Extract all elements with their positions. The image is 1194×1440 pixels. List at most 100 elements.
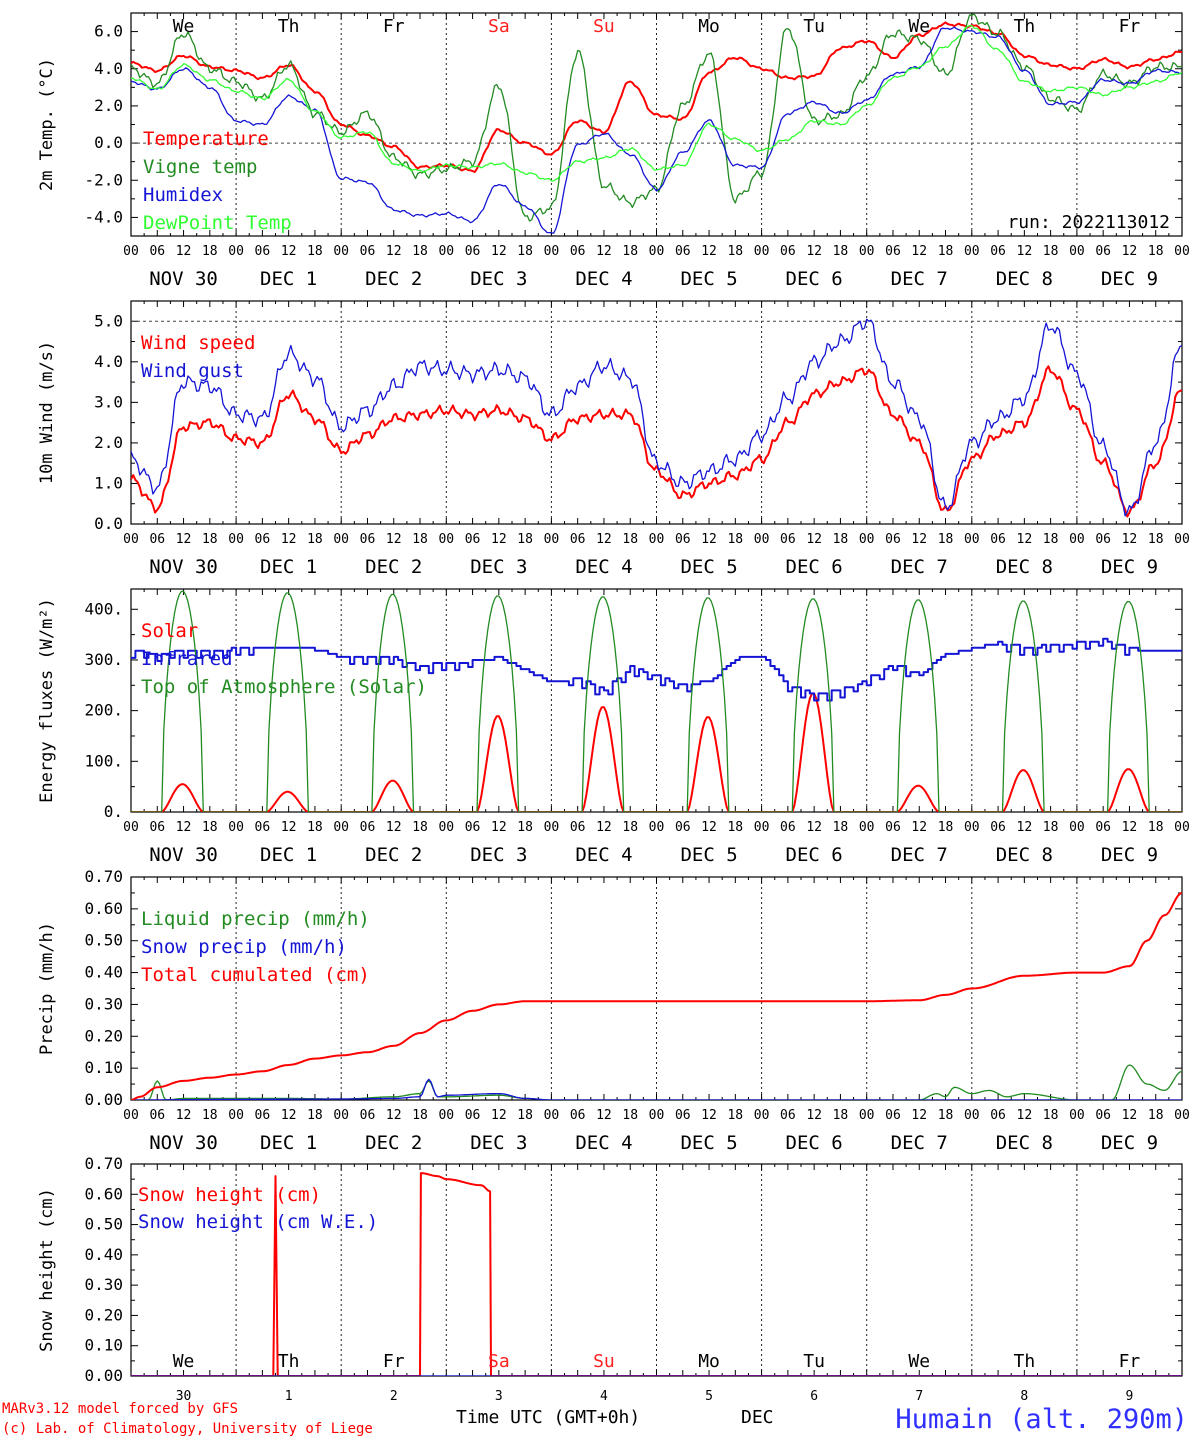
station-label: Humain (alt. 290m) — [895, 1404, 1188, 1435]
hour-tick-label: 12 — [1122, 820, 1138, 835]
series-line-3-1 — [131, 692, 1182, 812]
date-label: DEC 8 — [996, 268, 1053, 290]
series-line-1-4 — [131, 24, 1182, 182]
hour-tick-label: 18 — [1043, 1108, 1059, 1123]
hour-tick-label: 12 — [176, 244, 192, 259]
hour-tick-label: 00 — [228, 532, 244, 547]
date-label: DEC 9 — [1101, 556, 1158, 578]
y-tick-label: 2.0 — [94, 96, 123, 115]
hour-tick-label: 18 — [307, 244, 323, 259]
y-tick-label: 300. — [84, 650, 123, 669]
hour-tick-label: 12 — [491, 820, 507, 835]
hour-tick-label: 18 — [833, 244, 849, 259]
legend-label: Total cumulated (cm) — [141, 964, 370, 986]
date-label: DEC 9 — [1101, 844, 1158, 866]
legend-label: Snow precip (mm/h) — [141, 936, 347, 958]
hour-tick-label: 00 — [1069, 244, 1085, 259]
hour-tick-label: 06 — [990, 820, 1006, 835]
hour-tick-label: 18 — [727, 244, 743, 259]
date-label: DEC 4 — [575, 268, 632, 290]
date-label: DEC 2 — [365, 556, 422, 578]
panel-1: 6.0 4.0 2.0 0.0 -2.0 -4.0 2m Temp. (°C) We Th Fr S… — [37, 12, 1190, 290]
hour-tick-label: 12 — [911, 244, 927, 259]
hour-tick-label: 06 — [885, 820, 901, 835]
date-label: DEC 4 — [575, 556, 632, 578]
hour-tick-label: 12 — [596, 244, 612, 259]
hour-tick-label: 18 — [412, 1108, 428, 1123]
hour-tick-label: 12 — [386, 244, 402, 259]
date-label: DEC 6 — [786, 556, 843, 578]
y-tick-label: 0.60 — [84, 1184, 123, 1203]
hour-tick-label: 18 — [622, 1108, 638, 1123]
hour-tick-label: 12 — [911, 532, 927, 547]
hour-tick-label: 18 — [622, 820, 638, 835]
hour-tick-label: 12 — [386, 1108, 402, 1123]
hour-tick-label: 00 — [1174, 244, 1190, 259]
legend-label: Snow height (cm W.E.) — [138, 1211, 378, 1233]
hour-tick-label: 12 — [1122, 1108, 1138, 1123]
hour-tick-label: 06 — [1095, 1108, 1111, 1123]
hour-tick-label: 12 — [806, 532, 822, 547]
hour-tick-label: 18 — [1148, 820, 1164, 835]
hour-tick-label: 00 — [859, 820, 875, 835]
hour-tick-label: 18 — [938, 244, 954, 259]
hour-tick-label: 12 — [701, 532, 717, 547]
date-label: DEC 3 — [470, 556, 527, 578]
hour-tick-label: 00 — [438, 532, 454, 547]
hour-tick-label: 00 — [544, 244, 560, 259]
y-axis-label: Energy fluxes (W/m²) — [37, 598, 57, 803]
hour-tick-label: 00 — [1069, 820, 1085, 835]
hour-tick-label: 00 — [1069, 1108, 1085, 1123]
weekday-label: Tu — [803, 1351, 825, 1372]
hour-tick-label: 12 — [1122, 244, 1138, 259]
date-label: DEC 2 — [365, 1132, 422, 1154]
hour-tick-label: 18 — [517, 1108, 533, 1123]
hour-tick-label: 18 — [1148, 1108, 1164, 1123]
series-line-2-2 — [131, 318, 1182, 517]
date-label: DEC 4 — [575, 844, 632, 866]
hour-tick-label: 00 — [333, 532, 349, 547]
panel-5: 0.70 0.60 0.50 0.40 0.30 0.20 0.10 0.00 Snow hei… — [37, 1154, 1183, 1404]
day-number-label: 5 — [705, 1389, 713, 1404]
hour-tick-label: 00 — [859, 244, 875, 259]
y-tick-label: 1.0 — [94, 473, 123, 492]
series-line-1-1 — [131, 21, 1182, 173]
hour-tick-label: 12 — [281, 820, 297, 835]
hour-tick-label: 12 — [806, 1108, 822, 1123]
hour-tick-label: 18 — [412, 820, 428, 835]
weekday-label: Fr — [1119, 16, 1141, 37]
day-number-label: 9 — [1126, 1389, 1134, 1404]
y-tick-label: 3.0 — [94, 392, 123, 411]
y-tick-label: 0.0 — [94, 514, 123, 533]
weekday-label: We — [908, 16, 930, 37]
legend-label: Wind speed — [141, 332, 255, 354]
series-line-1-3 — [131, 26, 1182, 234]
y-tick-label: 4.0 — [94, 59, 123, 78]
hour-tick-label: 00 — [649, 1108, 665, 1123]
model-credit: MARv3.12 model forced by GFS — [2, 1401, 238, 1417]
y-axis-label: Precip (mm/h) — [37, 922, 57, 1055]
date-label: DEC 8 — [996, 556, 1053, 578]
y-tick-label: 400. — [84, 599, 123, 618]
weekday-label: Mo — [698, 1351, 720, 1372]
hour-tick-label: 06 — [1095, 244, 1111, 259]
y-tick-label: 6.0 — [94, 22, 123, 41]
date-label: NOV 30 — [149, 268, 218, 290]
hour-tick-label: 06 — [570, 244, 586, 259]
hour-tick-label: 00 — [333, 820, 349, 835]
hour-tick-label: 18 — [727, 532, 743, 547]
weekday-label: We — [173, 1351, 195, 1372]
hour-tick-label: 18 — [1148, 244, 1164, 259]
hour-tick-label: 06 — [780, 532, 796, 547]
hour-tick-label: 06 — [570, 820, 586, 835]
y-tick-label: 0.30 — [84, 994, 123, 1013]
hour-tick-label: 12 — [281, 1108, 297, 1123]
series-line-2-1 — [131, 365, 1182, 518]
weekday-label: Su — [593, 1351, 615, 1372]
hour-tick-label: 00 — [438, 820, 454, 835]
hour-tick-label: 00 — [964, 532, 980, 547]
hour-tick-label: 06 — [465, 532, 481, 547]
hour-tick-label: 18 — [1043, 532, 1059, 547]
series-group — [131, 318, 1182, 518]
y-tick-label: 0.70 — [84, 867, 123, 886]
